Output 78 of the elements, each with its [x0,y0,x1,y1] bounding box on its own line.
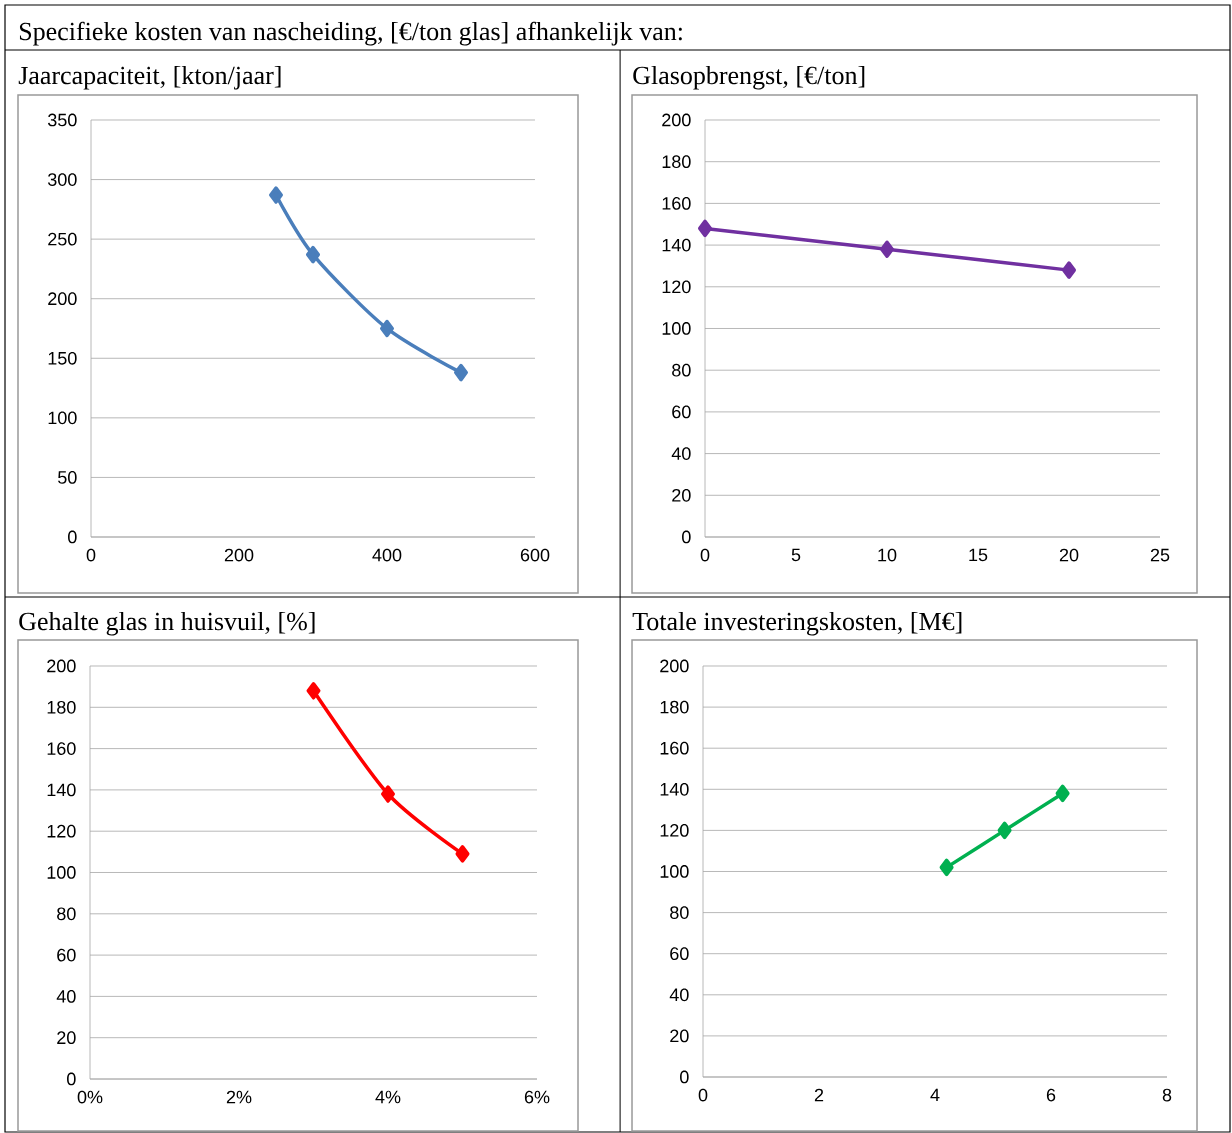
chart-title: Glasopbrengst, [€/ton] [633,65,865,90]
y-tick-label: 140 [660,782,689,796]
x-tick-label: 2 [814,1088,824,1102]
y-tick-label: 160 [662,197,691,210]
text: Specifieke kosten van nascheiding, [€/ton glas] afhankelijk van: [19,21,682,46]
x-tick-label: 4 [930,1088,940,1102]
x-tick-label: 0 [698,1088,708,1102]
chart-title: Jaarcapaciteit, [kton/jaar] [18,65,281,90]
point [306,682,321,700]
point [269,186,283,204]
point [1055,784,1070,803]
y-tick-label: 100 [662,322,691,335]
y-tick-label: 120 [662,280,691,294]
y-tick-label: 140 [662,238,691,252]
y-tick-label: 200 [660,659,689,673]
x-tick-label: 2% [226,1090,252,1104]
y-tick-label: 180 [47,700,76,714]
x-tick-label: 25 [1150,548,1170,562]
point [997,821,1012,840]
chart-title: Totale investeringskosten, [M€] [632,611,962,636]
y-tick-label: 0 [680,1070,689,1084]
y-tick-label: 100 [660,865,689,878]
y-tick-label: 160 [47,742,76,755]
x-tick-label: 0 [700,548,710,562]
y-tick-label: 250 [48,232,77,246]
y-tick-label: 50 [58,471,77,484]
point [939,858,954,877]
y-tick-label: 180 [662,155,691,169]
point [1062,261,1077,279]
chart-title: Gehalte glas in huisvuil, [%] [19,611,315,636]
y-tick-label: 20 [672,488,691,502]
y-tick-label: 350 [47,113,77,127]
y-tick-label: 120 [660,824,689,837]
x-tick-label: 6 [1046,1088,1056,1102]
y-tick-label: 150 [48,351,77,365]
y-tick-label: 20 [57,1031,76,1045]
x-tick-label: 0 [86,548,96,562]
y-tick-label: 160 [660,741,689,755]
x-tick-label: 4% [375,1090,401,1104]
x-tick-label: 200 [224,548,254,562]
y-tick-label: 60 [670,947,689,961]
point [454,363,468,382]
point [381,785,395,803]
y-tick-label: 40 [56,990,76,1003]
y-tick-label: 200 [662,113,691,127]
y-tick-label: 0 [68,530,77,544]
y-tick-label: 100 [48,411,77,425]
y-tick-label: 60 [672,405,691,419]
y-tick-label: 180 [660,700,689,714]
point [698,219,713,238]
y-tick-label: 140 [47,783,76,797]
x-tick-label: 6% [524,1090,550,1104]
x-tick-label: 10 [878,548,897,562]
y-tick-label: 80 [672,363,691,377]
y-tick-label: 20 [670,1029,689,1043]
y-tick-label: 300 [47,173,77,186]
y-tick-label: 40 [671,447,691,460]
x-tick-label: 0% [77,1090,103,1104]
y-tick-label: 80 [670,906,689,919]
y-tick-label: 200 [47,659,76,673]
x-tick-label: 15 [969,548,988,562]
y-tick-label: 100 [47,866,76,879]
y-tick-label: 60 [57,948,76,962]
x-tick-label: 400 [372,548,402,562]
y-tick-label: 40 [669,988,689,1002]
x-tick-label: 20 [1059,548,1079,562]
y-tick-label: 120 [47,824,76,838]
x-tick-label: 5 [791,548,801,562]
y-tick-label: 200 [48,292,77,306]
y-tick-label: 0 [67,1072,76,1086]
x-tick-label: 600 [520,548,550,562]
y-tick-label: 80 [57,907,76,921]
point [380,319,394,338]
y-tick-label: 0 [682,530,691,544]
point [306,245,320,264]
point [880,240,895,259]
x-tick-label: 8 [1162,1088,1172,1102]
point [455,845,470,863]
